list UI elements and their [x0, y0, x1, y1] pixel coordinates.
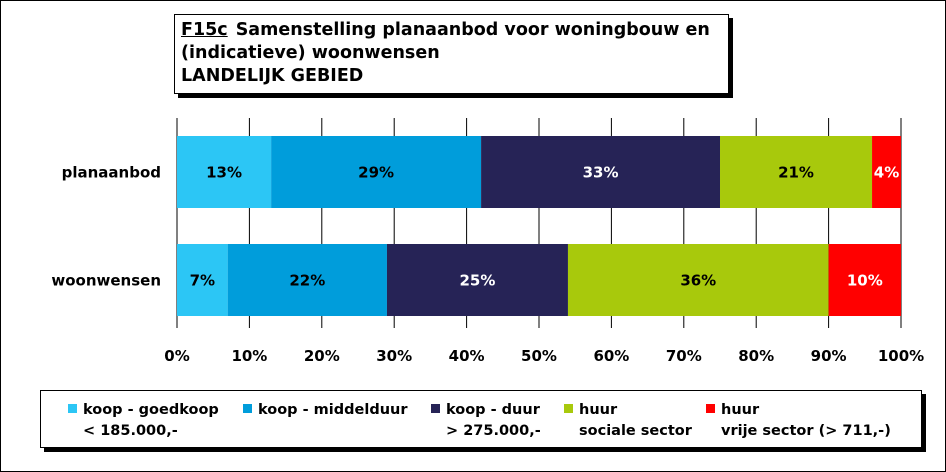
x-tick-label: 30% — [376, 347, 412, 365]
legend-item-huur-vrije-sector: huur vrije sector (> 711,-) — [706, 400, 891, 442]
chart-title-box: F15c Samenstelling planaanbod voor woning… — [174, 14, 729, 94]
category-label: woonwensen — [51, 272, 161, 290]
data-label: 21% — [778, 164, 814, 182]
legend-swatch-koop-goedkoop — [68, 404, 77, 413]
bar-segment — [227, 244, 387, 316]
bar-segment — [872, 136, 901, 208]
chart-title-line-3: LANDELIJK GEBIED — [181, 66, 364, 86]
legend-sublabel: sociale sector — [579, 423, 692, 439]
legend-label: koop - goedkoop — [83, 402, 219, 418]
legend-item-huur-sociale-sector: huur sociale sector — [564, 400, 692, 442]
bar-segment — [481, 136, 720, 208]
legend-item-koop-middelduur: koop - middelduur — [243, 400, 408, 421]
bar-segment — [177, 244, 228, 316]
bar-segment — [720, 136, 873, 208]
x-tick-label: 60% — [593, 347, 629, 365]
legend-label: huur — [579, 402, 618, 418]
legend-label: koop - middelduur — [258, 402, 408, 418]
bar-segment — [567, 244, 829, 316]
x-tick-label: 50% — [521, 347, 557, 365]
legend: koop - goedkoop < 185.000,- koop - midde… — [40, 390, 922, 448]
x-tick-label: 80% — [738, 347, 774, 365]
chart-title-line-2: (indicatieve) woonwensen — [181, 43, 440, 63]
legend-item-koop-duur: koop - duur > 275.000,- — [431, 400, 541, 442]
legend-sublabel: vrije sector (> 711,-) — [721, 423, 891, 439]
x-tick-label: 40% — [449, 347, 485, 365]
data-label: 36% — [680, 272, 716, 290]
data-label: 10% — [847, 272, 883, 290]
bar-segment — [828, 244, 901, 316]
chart-title-line-1: F15c Samenstelling planaanbod voor woning… — [181, 19, 722, 42]
bar-segment — [386, 244, 568, 316]
bar-segment — [271, 136, 482, 208]
legend-sublabel: < 185.000,- — [83, 423, 178, 439]
legend-item-koop-goedkoop: koop - goedkoop < 185.000,- — [68, 400, 219, 442]
chart-title-code: F15c — [181, 20, 228, 40]
category-label: planaanbod — [62, 164, 161, 182]
x-tick-label: 90% — [811, 347, 847, 365]
data-label: 29% — [358, 164, 394, 182]
legend-label: koop - duur — [446, 402, 540, 418]
data-label: 4% — [874, 164, 899, 182]
data-label: 33% — [583, 164, 619, 182]
legend-label: huur — [721, 402, 760, 418]
legend-swatch-huur-sociale-sector — [564, 404, 573, 413]
data-label: 25% — [460, 272, 496, 290]
x-tick-label: 100% — [878, 347, 924, 365]
legend-sublabel: > 275.000,- — [446, 423, 541, 439]
x-tick-label: 70% — [666, 347, 702, 365]
x-tick-label: 10% — [231, 347, 267, 365]
chart-title-text: Samenstelling planaanbod voor woningbouw… — [235, 20, 710, 40]
legend-swatch-koop-middelduur — [243, 404, 252, 413]
bar-segment — [177, 136, 272, 208]
x-tick-label: 0% — [164, 347, 189, 365]
legend-swatch-koop-duur — [431, 404, 440, 413]
data-label: 7% — [190, 272, 215, 290]
data-label: 22% — [289, 272, 325, 290]
x-tick-label: 20% — [304, 347, 340, 365]
legend-swatch-huur-vrije-sector — [706, 404, 715, 413]
data-label: 13% — [206, 164, 242, 182]
